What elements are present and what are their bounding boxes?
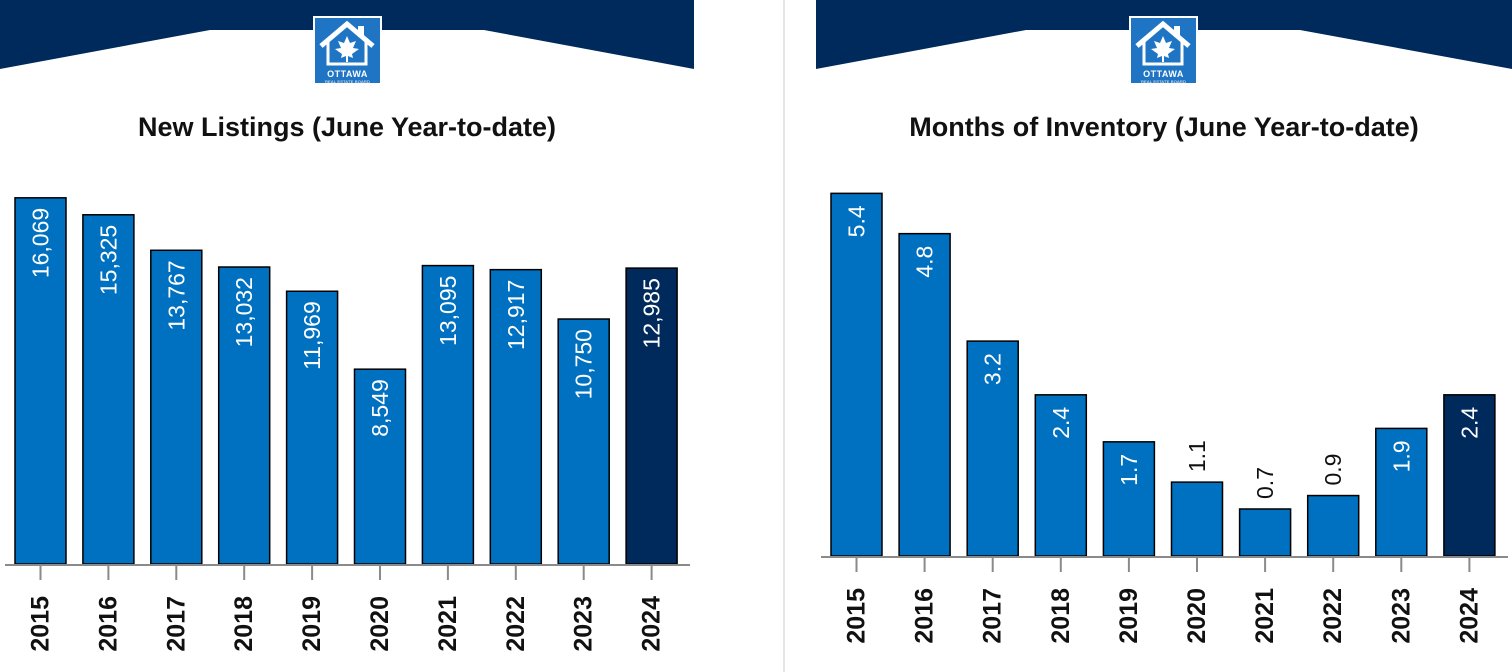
bar-2017 (966, 340, 1019, 557)
x-tick-label-2016: 2016 (94, 596, 122, 652)
value-label-2016: 15,325 (95, 225, 121, 295)
logo-wordmark: OTTAWA (1143, 69, 1184, 79)
value-label-2020: 1.1 (1184, 440, 1210, 472)
bar-2015 (14, 197, 67, 565)
x-tick-label-2016: 2016 (911, 588, 939, 644)
bar-2016 (82, 214, 135, 565)
value-label-2015: 5.4 (844, 205, 870, 237)
header-banner (816, 0, 1512, 69)
bar-2024 (1443, 394, 1496, 557)
bar-2021 (421, 264, 475, 565)
x-tick-label-2017: 2017 (979, 588, 1007, 644)
x-tick-label-2021: 2021 (434, 596, 462, 652)
new-listings-chart: 16,069 15,325 13,767 13,032 11,969 8,549 13,09… (5, 197, 690, 652)
bar-2015 (830, 192, 883, 557)
board-logo: OTTAWA REAL ESTATE BOARD (1129, 16, 1198, 85)
months-of-inventory-chart: 5.4 4.8 3.2 2.4 1.7 1.1 0.7 0.9 1.9 2.4 2015 2016 20… (821, 192, 1508, 644)
bar-2023 (557, 318, 610, 565)
bar-2019 (285, 290, 339, 565)
value-label-2023: 10,750 (571, 329, 597, 399)
x-tick-label-2017: 2017 (162, 596, 190, 652)
logo-subtitle: REAL ESTATE BOARD (1140, 79, 1187, 84)
bar-2018 (217, 266, 271, 565)
x-tick-label-2015: 2015 (27, 596, 55, 652)
bar-2019 (1102, 441, 1156, 557)
bar-2020 (353, 368, 407, 565)
value-label-2019: 1.7 (1116, 454, 1142, 486)
logo-subtitle: REAL ESTATE BOARD (324, 79, 371, 84)
value-label-2022: 0.9 (1320, 454, 1346, 486)
value-label-2018: 13,032 (231, 277, 257, 347)
value-label-2017: 3.2 (980, 353, 1006, 385)
x-tick-label-2023: 2023 (1387, 588, 1415, 644)
value-label-2015: 16,069 (28, 208, 54, 278)
value-label-2021: 13,095 (435, 276, 461, 346)
value-label-2018: 2.4 (1048, 407, 1074, 439)
x-tick-label-2020: 2020 (1183, 588, 1211, 644)
bar-2022 (1306, 494, 1360, 557)
board-logo: OTTAWA REAL ESTATE BOARD (313, 16, 382, 85)
value-label-2023: 1.9 (1388, 440, 1414, 472)
bar-2020 (1170, 481, 1224, 557)
x-tick-label-2018: 2018 (230, 596, 258, 652)
x-tick-label-2019: 2019 (1115, 588, 1143, 644)
banner-shape (816, 0, 1512, 69)
bar-2023 (1375, 427, 1428, 557)
value-label-2019: 11,969 (299, 301, 325, 370)
value-label-2022: 12,917 (503, 280, 529, 350)
x-tick-label-2018: 2018 (1047, 588, 1075, 644)
x-tick-label-2020: 2020 (366, 596, 394, 652)
house-maple-leaf-icon (319, 20, 375, 66)
bar-2016 (898, 232, 951, 557)
value-label-2024: 2.4 (1456, 407, 1482, 439)
x-tick-label-2024: 2024 (638, 596, 666, 652)
new-listings-panel: OTTAWA REAL ESTATE BOARD New Listings (J… (0, 0, 694, 672)
value-label-2021: 0.7 (1252, 467, 1278, 499)
chart-title: Months of Inventory (June Year-to-date) (909, 112, 1419, 142)
x-tick-label-2024: 2024 (1455, 588, 1483, 644)
x-tick-label-2022: 2022 (1319, 588, 1347, 644)
bar-2022 (489, 268, 543, 565)
panel-divider (783, 0, 785, 672)
x-tick-label-2015: 2015 (843, 588, 871, 644)
value-label-2016: 4.8 (912, 246, 938, 278)
banner-shape (0, 0, 694, 69)
logo-wordmark: OTTAWA (327, 69, 368, 79)
x-tick-label-2023: 2023 (570, 596, 598, 652)
bar-2021 (1238, 508, 1292, 557)
value-label-2017: 13,767 (163, 260, 189, 330)
x-tick-label-2022: 2022 (502, 596, 530, 652)
chart-title: New Listings (June Year-to-date) (137, 112, 557, 142)
header-banner (0, 0, 694, 69)
x-tick-label-2021: 2021 (1251, 588, 1279, 644)
value-label-2020: 8,549 (367, 379, 393, 437)
house-maple-leaf-icon (1135, 20, 1191, 66)
x-tick-label-2019: 2019 (298, 596, 326, 652)
months-of-inventory-panel: OTTAWA REAL ESTATE BOARD Months of Inven… (816, 0, 1512, 672)
bar-2024 (625, 267, 678, 565)
value-label-2024: 12,985 (639, 278, 665, 348)
